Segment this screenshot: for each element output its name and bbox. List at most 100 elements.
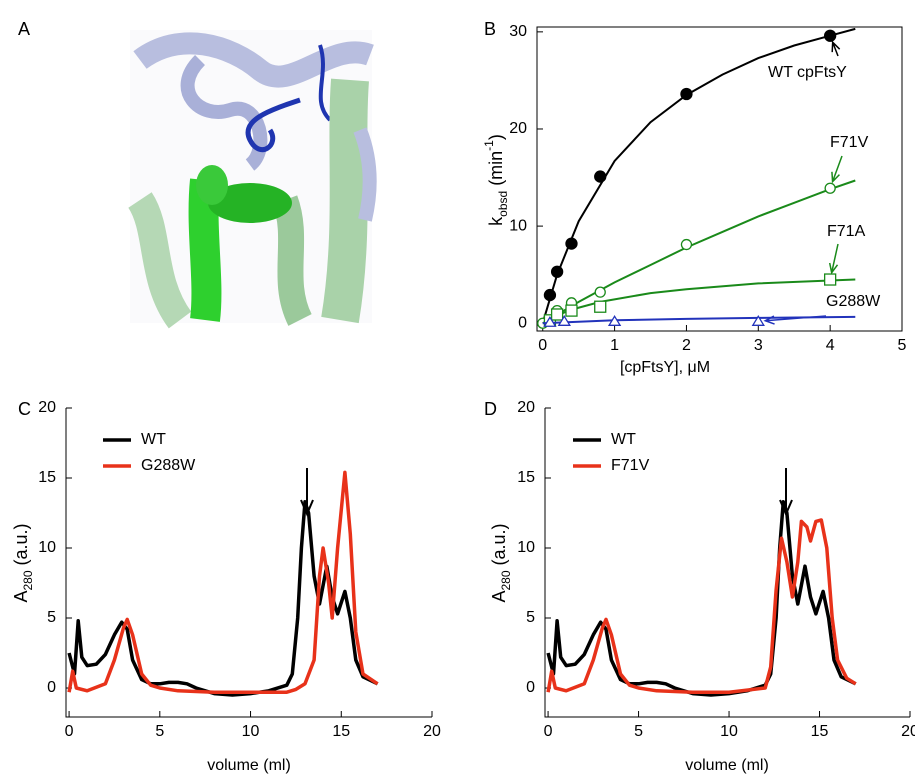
y-axis-label: kobsd (min-1) bbox=[482, 134, 510, 226]
y-axis-label-part: 280 bbox=[499, 570, 513, 590]
panel-label: D bbox=[484, 399, 497, 419]
y-axis-label-part: -1 bbox=[482, 140, 496, 151]
x-tick-label: 4 bbox=[826, 337, 835, 354]
y-tick-label: 0 bbox=[47, 679, 56, 696]
x-axis-label: volume (ml) bbox=[207, 757, 291, 774]
loop bbox=[180, 55, 268, 171]
trace bbox=[546, 518, 857, 694]
label-arrow bbox=[828, 243, 839, 275]
legend-label: WT bbox=[611, 431, 636, 448]
y-axis-label-part: (a.u.) bbox=[11, 523, 31, 570]
series-label: F71V bbox=[830, 134, 869, 151]
y-tick-label: 20 bbox=[517, 399, 535, 416]
chart-panel: C 0 5 10 15 20 0 5 10 15 20 volume (ml) A280 (a.u.) W… bbox=[11, 399, 441, 774]
chart-panel: B 0 1 2 3 4 5 0 10 20 30 [cpFtsY], μM kobsd (min-1) W… bbox=[482, 19, 906, 376]
y-axis-label: A280 (a.u.) bbox=[489, 523, 513, 602]
marker bbox=[824, 182, 836, 194]
y-axis-label-part: A bbox=[11, 591, 31, 603]
marker bbox=[594, 286, 606, 298]
marker bbox=[594, 300, 607, 313]
x-tick-label: 20 bbox=[423, 723, 441, 740]
panel-label: C bbox=[18, 399, 31, 419]
x-axis-label: [cpFtsY], μM bbox=[620, 359, 710, 376]
trace bbox=[67, 500, 379, 697]
x-tick-label: 15 bbox=[811, 723, 829, 740]
marker bbox=[543, 316, 557, 327]
marker bbox=[550, 308, 564, 321]
y-axis-label-part: k bbox=[486, 216, 506, 226]
x-tick-label: 5 bbox=[634, 723, 643, 740]
marker bbox=[565, 237, 578, 250]
y-tick-label: 0 bbox=[526, 679, 535, 696]
legend-label: G288W bbox=[141, 457, 196, 474]
label-arrow bbox=[831, 40, 841, 57]
side-chain bbox=[208, 183, 292, 223]
y-tick-label: 30 bbox=[509, 23, 527, 40]
y-axis-label: A280 (a.u.) bbox=[11, 523, 35, 602]
y-tick-label: 10 bbox=[38, 539, 56, 556]
legend-label: WT bbox=[141, 431, 166, 448]
series-label: F71A bbox=[827, 223, 866, 240]
x-tick-label: 5 bbox=[155, 723, 164, 740]
marker bbox=[751, 315, 765, 326]
panel-label: A bbox=[18, 19, 30, 39]
chart-panel: D 0 5 10 15 20 0 5 10 15 20 volume (ml) A280 (a.u.) W… bbox=[484, 399, 915, 774]
marker bbox=[594, 170, 607, 183]
marker bbox=[550, 265, 564, 278]
axis-frame bbox=[544, 408, 910, 718]
marker bbox=[680, 87, 693, 101]
marker bbox=[565, 304, 578, 317]
helix bbox=[321, 78, 369, 324]
y-tick-label: 15 bbox=[38, 469, 56, 486]
x-tick-label: 15 bbox=[332, 723, 350, 740]
x-tick-label: 3 bbox=[754, 337, 763, 354]
x-tick-label: 0 bbox=[544, 723, 553, 740]
series-label: WT cpFtsY bbox=[768, 64, 847, 81]
y-tick-label: 5 bbox=[526, 609, 535, 626]
x-tick-label: 10 bbox=[242, 723, 260, 740]
marker bbox=[557, 315, 571, 326]
structure-image bbox=[127, 30, 377, 329]
y-tick-label: 20 bbox=[38, 399, 56, 416]
y-axis-label-part: 280 bbox=[21, 570, 35, 590]
loop bbox=[318, 44, 332, 122]
series-label: G288W bbox=[826, 293, 881, 310]
y-tick-label: 5 bbox=[47, 609, 56, 626]
x-axis-label: volume (ml) bbox=[685, 757, 769, 774]
trace bbox=[67, 470, 379, 694]
marker bbox=[823, 273, 837, 286]
marker bbox=[680, 238, 693, 251]
label-arrow bbox=[763, 315, 827, 325]
side-chain bbox=[196, 165, 228, 205]
y-axis-label-part: (a.u.) bbox=[489, 523, 509, 570]
loop bbox=[245, 97, 301, 153]
legend-label: F71V bbox=[611, 457, 650, 474]
marker bbox=[543, 288, 557, 302]
helix bbox=[272, 195, 312, 326]
y-tick-label: 15 bbox=[517, 469, 535, 486]
marker bbox=[607, 315, 622, 326]
marker bbox=[823, 29, 837, 42]
y-tick-label: 10 bbox=[517, 539, 535, 556]
x-tick-label: 1 bbox=[610, 337, 619, 354]
x-tick-label: 20 bbox=[901, 723, 915, 740]
x-tick-label: 5 bbox=[898, 337, 907, 354]
x-tick-label: 10 bbox=[720, 723, 738, 740]
axis-frame bbox=[65, 408, 432, 718]
helix bbox=[353, 127, 377, 222]
fit-curve bbox=[542, 315, 856, 325]
y-tick-label: 10 bbox=[509, 217, 527, 234]
x-tick-label: 0 bbox=[538, 337, 547, 354]
x-tick-label: 2 bbox=[682, 337, 691, 354]
y-axis-label-part: A bbox=[489, 591, 509, 603]
axis-frame bbox=[536, 26, 903, 332]
x-tick-label: 0 bbox=[65, 723, 74, 740]
helix bbox=[127, 192, 192, 329]
label-arrow bbox=[831, 155, 843, 184]
y-axis-label-part: ) bbox=[486, 134, 506, 140]
y-tick-label: 0 bbox=[518, 314, 527, 331]
panel-label: B bbox=[484, 19, 496, 39]
y-axis-label-part: obsd bbox=[496, 191, 510, 217]
helix bbox=[133, 32, 374, 88]
